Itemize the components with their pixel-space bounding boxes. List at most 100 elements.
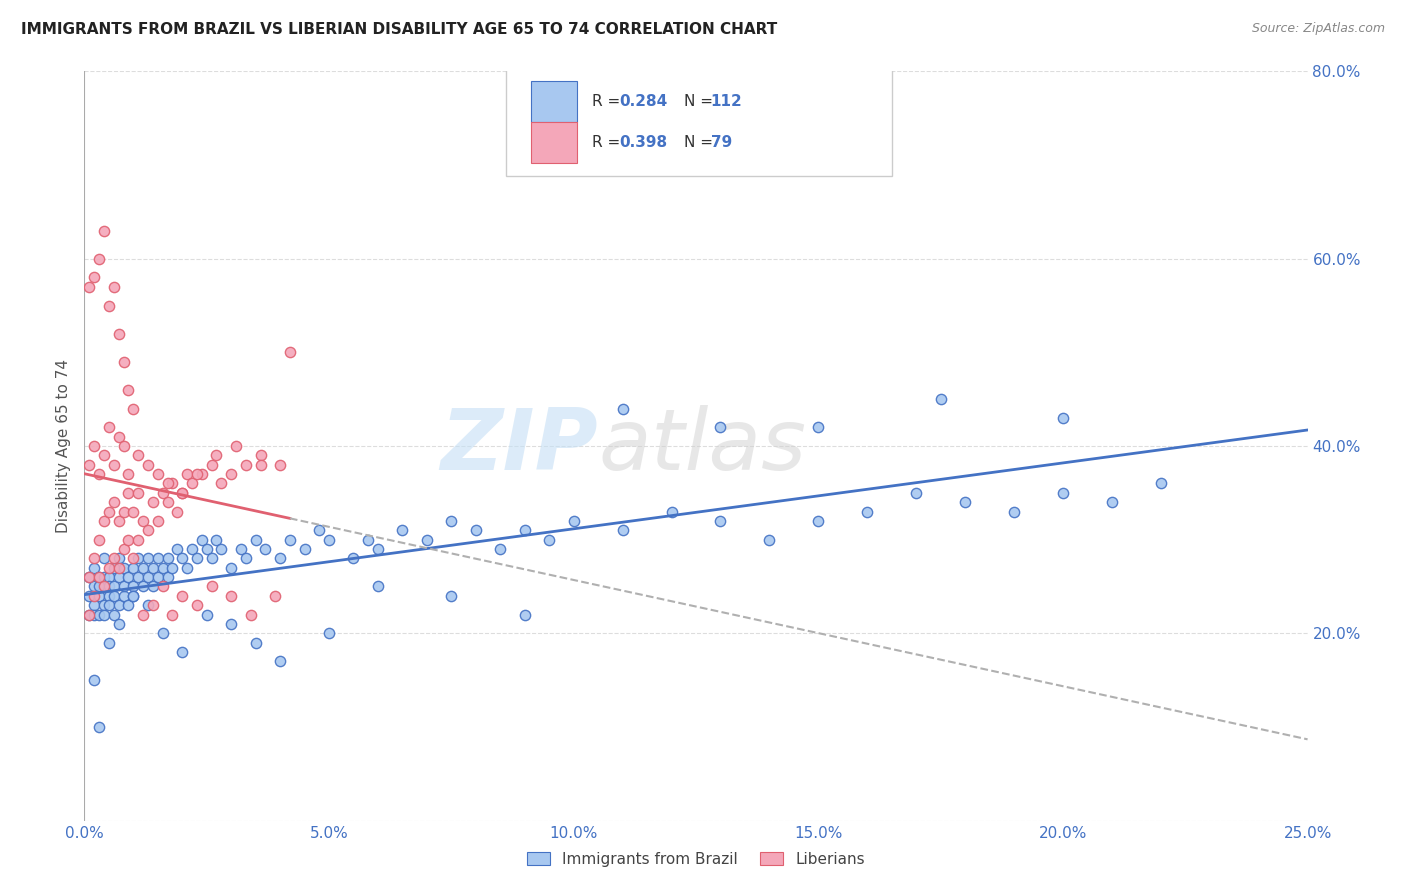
- Point: [219, 617, 242, 632]
- Text: 112: 112: [710, 94, 742, 109]
- Point: [83, 580, 105, 594]
- Point: [229, 542, 252, 557]
- Point: [367, 580, 389, 594]
- Point: [172, 589, 194, 603]
- Point: [117, 570, 139, 584]
- Point: [93, 449, 115, 463]
- Point: [367, 542, 389, 557]
- Point: [103, 551, 125, 566]
- Point: [156, 570, 179, 584]
- Point: [856, 505, 879, 519]
- Point: [83, 551, 105, 566]
- Point: [97, 420, 120, 434]
- Point: [93, 223, 115, 237]
- Point: [269, 551, 291, 566]
- Point: [200, 580, 222, 594]
- Point: [1052, 411, 1074, 425]
- Point: [103, 495, 125, 509]
- Point: [166, 505, 188, 519]
- Point: [235, 458, 257, 472]
- Point: [440, 589, 463, 603]
- Point: [97, 570, 120, 584]
- Point: [249, 458, 271, 472]
- Point: [122, 505, 145, 519]
- Point: [186, 551, 208, 566]
- Point: [318, 533, 340, 547]
- Point: [87, 570, 110, 584]
- Point: [77, 607, 100, 622]
- Point: [127, 486, 149, 500]
- Point: [195, 542, 218, 557]
- Text: atlas: atlas: [598, 404, 806, 488]
- Point: [87, 580, 110, 594]
- Point: [103, 580, 125, 594]
- Point: [245, 533, 267, 547]
- Point: [93, 607, 115, 622]
- Point: [176, 467, 198, 482]
- Text: N =: N =: [683, 94, 717, 109]
- Point: [77, 458, 100, 472]
- Point: [172, 486, 194, 500]
- Text: Source: ZipAtlas.com: Source: ZipAtlas.com: [1251, 22, 1385, 36]
- Point: [112, 580, 135, 594]
- Point: [612, 401, 634, 416]
- Point: [152, 626, 174, 640]
- Point: [112, 439, 135, 453]
- Point: [107, 617, 129, 632]
- Point: [278, 533, 301, 547]
- Point: [117, 599, 139, 613]
- Point: [136, 458, 159, 472]
- Point: [122, 589, 145, 603]
- Point: [172, 486, 194, 500]
- Point: [152, 561, 174, 575]
- Point: [209, 476, 232, 491]
- Point: [391, 524, 413, 538]
- Point: [278, 345, 301, 359]
- Point: [219, 589, 242, 603]
- Point: [146, 551, 169, 566]
- Point: [77, 607, 100, 622]
- Point: [929, 392, 952, 407]
- Point: [953, 495, 976, 509]
- Point: [162, 561, 184, 575]
- Point: [1052, 486, 1074, 500]
- Point: [152, 580, 174, 594]
- FancyBboxPatch shape: [506, 68, 891, 177]
- Point: [136, 599, 159, 613]
- Point: [209, 542, 232, 557]
- Point: [162, 607, 184, 622]
- Point: [219, 561, 242, 575]
- Point: [156, 476, 179, 491]
- Point: [172, 551, 194, 566]
- Point: [107, 326, 129, 341]
- Point: [122, 580, 145, 594]
- Point: [132, 514, 155, 528]
- Text: 0.398: 0.398: [619, 135, 666, 150]
- Point: [83, 439, 105, 453]
- Point: [152, 486, 174, 500]
- Point: [93, 514, 115, 528]
- Point: [156, 495, 179, 509]
- Text: ZIP: ZIP: [440, 404, 598, 488]
- Point: [440, 514, 463, 528]
- Point: [127, 449, 149, 463]
- Point: [513, 524, 536, 538]
- Point: [239, 607, 262, 622]
- Point: [357, 533, 380, 547]
- Point: [489, 542, 512, 557]
- Point: [117, 467, 139, 482]
- Point: [146, 514, 169, 528]
- Text: R =: R =: [592, 94, 626, 109]
- Point: [127, 570, 149, 584]
- Text: 79: 79: [710, 135, 733, 150]
- Point: [83, 599, 105, 613]
- Point: [464, 524, 486, 538]
- Point: [83, 561, 105, 575]
- Point: [264, 589, 287, 603]
- Point: [112, 355, 135, 369]
- Point: [97, 589, 120, 603]
- Point: [162, 476, 184, 491]
- Point: [136, 551, 159, 566]
- FancyBboxPatch shape: [531, 81, 578, 122]
- Point: [87, 467, 110, 482]
